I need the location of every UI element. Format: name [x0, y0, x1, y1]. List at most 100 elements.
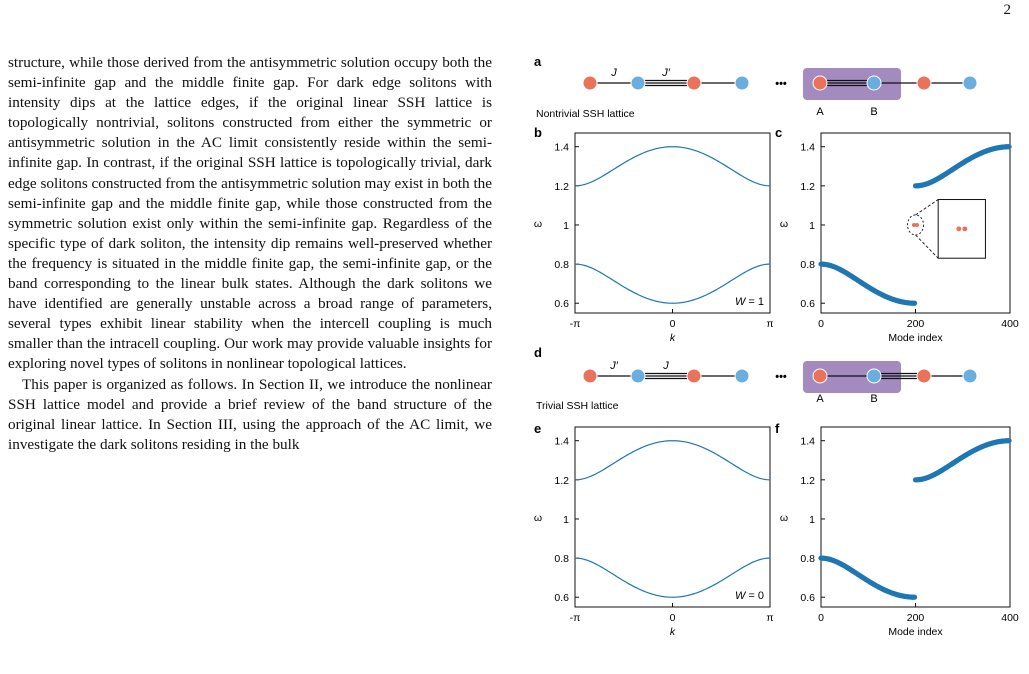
nontrivial-lattice: J J′ ••• A B Nontrivial SSH lattice	[536, 67, 978, 120]
y-tick-label: 0.8	[554, 259, 569, 271]
site-b	[734, 368, 750, 384]
site-label-b: B	[870, 106, 877, 118]
y-tick-label: 0.6	[554, 592, 569, 604]
charts: 0.6 0.8 1 1.2 1.4 -π 0 π k ω W = 1 0.6 0.8 1 1.2 1.4 0 20…	[534, 132, 1019, 638]
plot-frame	[820, 426, 1011, 608]
y-tick-label: 1	[563, 514, 569, 526]
lower-band-curve	[574, 263, 771, 304]
x-axis-label: k	[670, 332, 676, 344]
lower-band-curve	[574, 557, 771, 598]
y-tick-label: 1	[809, 220, 815, 232]
lower-band-point	[911, 594, 918, 600]
plot-frame	[574, 132, 771, 314]
panel-label-f: f	[775, 421, 780, 436]
x-axis-label: Mode index	[888, 626, 943, 638]
x-tick-label: π	[766, 318, 773, 330]
y-tick-label: 0.6	[800, 298, 815, 310]
paragraph: structure, while those derived from the …	[8, 54, 492, 373]
lattice-caption: Trivial SSH lattice	[536, 400, 619, 412]
upper-band-point	[1006, 144, 1012, 150]
paragraph: This paper is organized as follows. In S…	[8, 375, 492, 453]
y-tick-label: 0.6	[800, 592, 815, 604]
site-b	[962, 368, 978, 384]
x-tick-label: -π	[570, 612, 581, 624]
y-tick-label: 1.4	[554, 142, 569, 154]
figure-svg: a b c d e f J J′ ••• A B Nontrivial SSH …	[534, 54, 1019, 638]
site-b	[866, 368, 882, 384]
inset-edge-state-point	[956, 226, 962, 232]
site-a	[582, 368, 598, 384]
x-tick-label: -π	[570, 318, 581, 330]
upper-band-point	[1006, 438, 1012, 444]
edge-state-point	[915, 222, 919, 227]
site-b	[962, 75, 978, 91]
zoom-connector	[915, 234, 939, 259]
y-tick-label: 0.8	[800, 553, 815, 565]
site-label-a: A	[816, 393, 824, 405]
y-tick-label: 0.6	[554, 298, 569, 310]
x-tick-label: 200	[907, 318, 925, 330]
x-axis-label: Mode index	[888, 332, 943, 344]
ellipsis: •••	[775, 78, 787, 90]
trivial-lattice: J′ J ••• A B Trivial SSH lattice	[536, 360, 978, 412]
y-tick-label: 0.8	[554, 553, 569, 565]
y-tick-label: 0.8	[800, 259, 815, 271]
upper-band-curve	[574, 146, 771, 187]
y-axis-label: ω	[780, 218, 788, 230]
site-b	[866, 75, 882, 91]
inset-frame	[937, 199, 986, 259]
x-tick-label: 400	[1001, 612, 1019, 624]
y-tick-label: 1.2	[800, 181, 815, 193]
body-text: structure, while those derived from the …	[8, 53, 492, 455]
upper-band-curve	[574, 440, 771, 481]
x-axis-label: k	[670, 626, 676, 638]
y-axis-label: ω	[534, 512, 542, 524]
zoom-circle	[907, 214, 924, 236]
y-tick-label: 1.4	[800, 142, 815, 154]
panel-label-a: a	[534, 54, 542, 69]
winding-number-label: W = 1	[735, 296, 764, 308]
y-axis-label: ω	[534, 218, 542, 230]
panel-label-b: b	[534, 125, 542, 140]
site-label-b: B	[870, 393, 877, 405]
site-a	[582, 75, 598, 91]
ellipsis: •••	[775, 371, 787, 383]
winding-number-label: W = 0	[735, 590, 764, 602]
panel-label-c: c	[775, 125, 782, 140]
coupling-label: J′	[661, 67, 671, 79]
x-tick-label: 0	[670, 612, 676, 624]
figure: a b c d e f J J′ ••• A B Nontrivial SSH …	[520, 0, 1029, 669]
x-tick-label: 400	[1001, 318, 1019, 330]
y-tick-label: 1	[809, 514, 815, 526]
site-a	[812, 75, 828, 91]
y-tick-label: 1	[563, 220, 569, 232]
site-b	[630, 368, 646, 384]
panel-label-d: d	[534, 345, 542, 360]
page-number: 2	[1003, 2, 1012, 18]
site-label-a: A	[816, 106, 824, 118]
plot-frame	[574, 426, 771, 608]
site-a	[916, 75, 932, 91]
coupling-label: J′	[609, 360, 619, 372]
site-a	[812, 368, 828, 384]
coupling-label: J	[610, 67, 617, 79]
lower-band-point	[911, 300, 918, 306]
x-tick-label: 200	[907, 612, 925, 624]
y-tick-label: 1.4	[800, 436, 815, 448]
lattice-caption: Nontrivial SSH lattice	[536, 108, 635, 120]
panel-label-e: e	[534, 421, 541, 436]
x-tick-label: 0	[818, 318, 824, 330]
x-tick-label: 0	[670, 318, 676, 330]
coupling-label: J	[662, 360, 669, 372]
x-tick-label: 0	[818, 612, 824, 624]
site-b	[630, 75, 646, 91]
site-a	[686, 368, 702, 384]
y-axis-label: ω	[780, 512, 788, 524]
zoom-connector	[915, 199, 939, 216]
site-b	[734, 75, 750, 91]
site-a	[686, 75, 702, 91]
inset-edge-state-point	[962, 226, 968, 232]
y-tick-label: 1.2	[554, 475, 569, 487]
edge-state-point	[912, 222, 916, 227]
y-tick-label: 1.2	[554, 181, 569, 193]
